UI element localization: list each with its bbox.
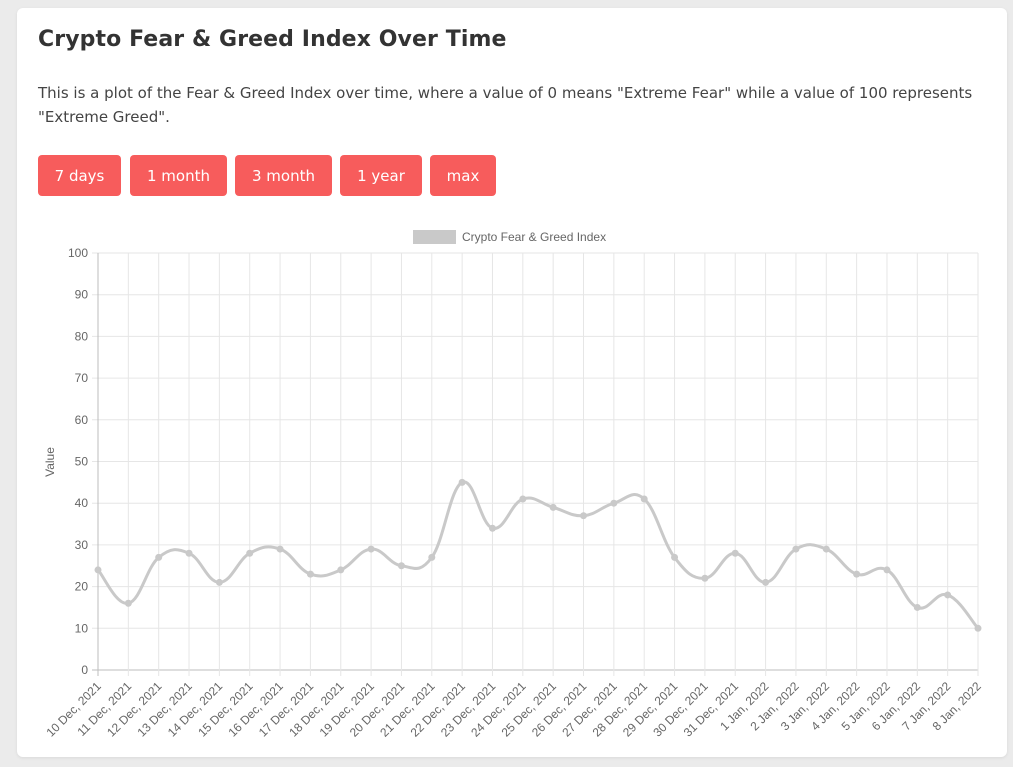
series-line [96, 480, 980, 630]
data-point[interactable] [337, 566, 345, 574]
data-point[interactable] [155, 553, 163, 561]
y-tick-label: 0 [81, 663, 88, 677]
data-point[interactable] [488, 524, 496, 532]
y-tick-label: 10 [75, 621, 89, 635]
data-point[interactable] [276, 545, 284, 553]
chart-card: Crypto Fear & Greed Index Over Time This… [17, 8, 1007, 757]
y-tick-label: 50 [75, 455, 89, 469]
data-point[interactable] [883, 566, 891, 574]
data-point[interactable] [913, 603, 921, 611]
range-button-max[interactable]: max [430, 155, 496, 196]
legend-swatch [413, 230, 456, 244]
data-point[interactable] [124, 599, 132, 607]
y-tick-label: 20 [75, 580, 89, 594]
page-description: This is a plot of the Fear & Greed Index… [38, 84, 973, 126]
y-tick-label: 100 [68, 246, 88, 260]
legend-label[interactable]: Crypto Fear & Greed Index [462, 230, 606, 244]
data-point[interactable] [519, 495, 527, 503]
data-point[interactable] [549, 503, 557, 511]
y-tick-label: 80 [75, 329, 89, 343]
data-point[interactable] [458, 478, 466, 486]
data-point[interactable] [640, 495, 648, 503]
y-axis-title: Value [43, 447, 57, 477]
y-tick-label: 40 [75, 496, 89, 510]
data-point[interactable] [428, 553, 436, 561]
data-point[interactable] [822, 545, 830, 553]
y-tick-label: 70 [75, 371, 89, 385]
range-button-7-days[interactable]: 7 days [38, 155, 121, 196]
range-button-1-year[interactable]: 1 year [340, 155, 422, 196]
data-point[interactable] [731, 549, 739, 557]
range-button-3-month[interactable]: 3 month [235, 155, 332, 196]
y-tick-label: 30 [75, 538, 89, 552]
data-point[interactable] [944, 591, 952, 599]
data-point[interactable] [246, 549, 254, 557]
y-tick-label: 60 [75, 413, 89, 427]
data-point[interactable] [792, 545, 800, 553]
data-point[interactable] [397, 562, 405, 570]
data-point[interactable] [974, 624, 982, 632]
data-point[interactable] [762, 578, 770, 586]
chart-grid [92, 252, 979, 676]
y-tick-label: 90 [75, 288, 89, 302]
page-title: Crypto Fear & Greed Index Over Time [38, 27, 507, 52]
data-point[interactable] [306, 570, 314, 578]
data-point[interactable] [185, 549, 193, 557]
chart-series [94, 478, 982, 632]
data-point[interactable] [671, 553, 679, 561]
data-point[interactable] [610, 499, 618, 507]
chart-legend: Crypto Fear & Greed Index [413, 230, 606, 244]
data-point[interactable] [367, 545, 375, 553]
data-point[interactable] [853, 570, 861, 578]
data-point[interactable] [580, 512, 588, 520]
data-point[interactable] [94, 566, 102, 574]
data-point[interactable] [215, 578, 223, 586]
data-point[interactable] [701, 574, 709, 582]
range-button-1-month[interactable]: 1 month [130, 155, 227, 196]
